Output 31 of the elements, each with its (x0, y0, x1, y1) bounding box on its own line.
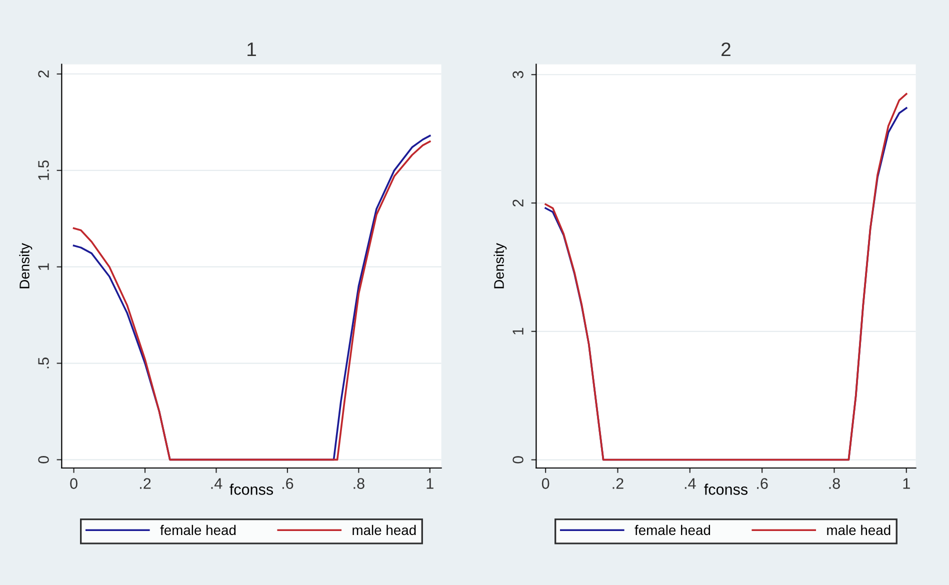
x-tick-label: .4 (684, 478, 696, 489)
x-tick-label: 1 (903, 478, 910, 489)
x-tick-label: 0 (70, 478, 78, 489)
y-tick-label: 2 (38, 70, 49, 78)
y-tick-label: 1 (512, 328, 524, 334)
x-tick-label: .2 (612, 478, 624, 489)
y-tick-label: 1.5 (38, 160, 49, 180)
legend-label: male head (352, 524, 416, 536)
legend-label: male head (827, 524, 890, 536)
y-axis-title: Density (19, 243, 32, 288)
x-tick-label: .8 (829, 478, 840, 489)
y-tick-label: 1 (38, 263, 49, 270)
chart-title: 2 (722, 42, 730, 56)
x-tick-label: .8 (354, 478, 364, 489)
y-tick-label: .5 (38, 358, 49, 368)
x-tick-label: .6 (757, 478, 768, 489)
x-axis-title: fconss (704, 484, 748, 495)
y-axis-title: Density (494, 243, 507, 288)
chart-title: 1 (248, 42, 256, 56)
x-axis-title: fconss (230, 484, 274, 495)
x-tick-label: 1 (426, 478, 434, 489)
x-tick-label: .4 (211, 478, 222, 489)
y-tick-label: 0 (512, 456, 524, 464)
y-tick-label: 3 (512, 71, 524, 78)
x-tick-label: .6 (282, 478, 294, 489)
legend-label: female head (160, 524, 236, 536)
x-tick-label: .2 (140, 478, 151, 489)
legend-label: female head (634, 524, 710, 536)
y-tick-label: 2 (512, 200, 524, 206)
x-tick-label: 0 (542, 478, 550, 489)
y-tick-label: 0 (38, 456, 49, 464)
